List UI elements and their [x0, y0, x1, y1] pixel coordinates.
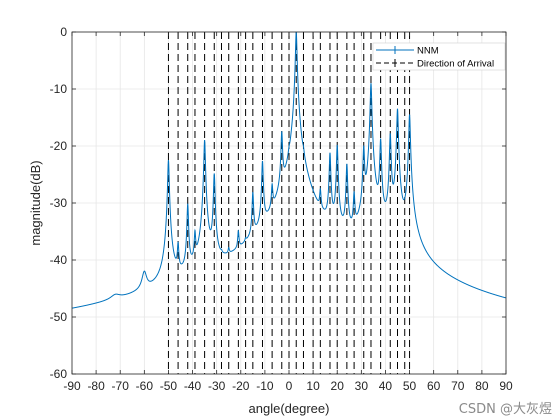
y-axis-label: magnitude(dB) — [28, 160, 43, 245]
x-tick-label: 30 — [355, 379, 369, 393]
x-tick-label: 90 — [499, 379, 513, 393]
x-axis-label: angle(degree) — [249, 401, 330, 416]
x-tick-label: -50 — [160, 379, 178, 393]
axis-ticks: -90 -80 -70 -60 -50 -40 -30 -20 -10 0 10 20 30 40 50 60… — [50, 25, 513, 393]
y-tick-label: -40 — [50, 253, 68, 267]
nnm-series-line — [71, 31, 507, 309]
legend: NNM Direction of Arrival — [372, 42, 506, 71]
x-tick-label: -80 — [87, 379, 105, 393]
watermark: CSDN @大灰煜 — [458, 402, 552, 417]
x-tick-label: 20 — [331, 379, 345, 393]
y-tick-label: 0 — [60, 25, 67, 39]
x-tick-label: -30 — [208, 379, 226, 393]
legend-doa-label: Direction of Arrival — [417, 59, 494, 70]
x-tick-label: 60 — [427, 379, 441, 393]
y-tick-label: -60 — [50, 367, 68, 381]
x-tick-label: 70 — [451, 379, 465, 393]
legend-nnm-label: NNM — [417, 46, 439, 57]
y-tick-label: -50 — [50, 310, 68, 324]
y-tick-label: -30 — [50, 196, 68, 210]
y-tick-label: -10 — [50, 82, 68, 96]
x-tick-label: -70 — [112, 379, 130, 393]
x-tick-label: 50 — [403, 379, 417, 393]
y-tick-label: -20 — [50, 139, 68, 153]
x-tick-label: -10 — [256, 379, 274, 393]
x-tick-label: -20 — [232, 379, 250, 393]
doa-lines — [167, 32, 411, 374]
x-tick-label: 0 — [286, 379, 293, 393]
x-tick-label: 40 — [379, 379, 393, 393]
x-tick-label: -40 — [184, 379, 202, 393]
x-tick-label: 10 — [306, 379, 320, 393]
x-tick-label: 80 — [475, 379, 489, 393]
x-tick-label: -60 — [136, 379, 154, 393]
x-tick-label: -90 — [63, 379, 81, 393]
